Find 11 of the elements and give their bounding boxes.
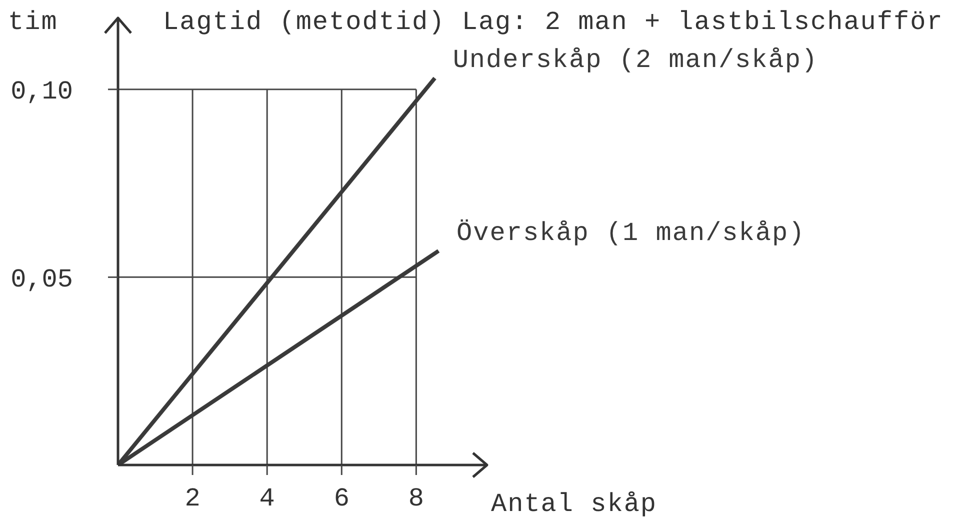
x-tick-label: 4 — [259, 483, 275, 514]
x-axis-title: Antal skåp — [491, 489, 658, 518]
x-tick-label: 8 — [408, 483, 424, 514]
series-label: Underskåp (2 man/skåp) — [452, 45, 818, 76]
y-tick-label: 0,05 — [10, 264, 73, 294]
x-tick-label: 6 — [334, 483, 350, 514]
y-tick-label: 0,10 — [10, 76, 73, 107]
text: Lagtid (metodtid) Lag: 2 man + lastbilschaufför — [163, 7, 944, 37]
y-axis-title: tim — [8, 7, 58, 37]
x-tick-label: 2 — [184, 483, 200, 514]
series-label: Överskåp (1 man/skåp) — [456, 218, 806, 248]
